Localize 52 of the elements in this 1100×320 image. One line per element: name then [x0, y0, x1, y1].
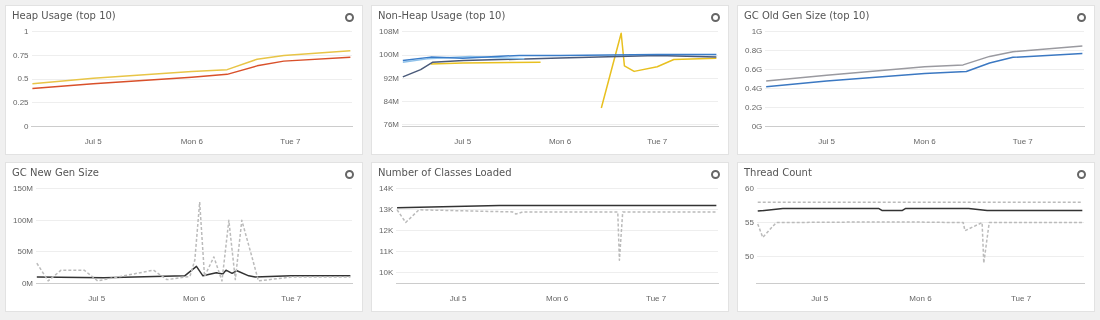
x-tick-label: Mon 6 — [909, 294, 933, 304]
y-tick-label: 55 — [744, 217, 755, 227]
x-tick-label: Tue 7 — [647, 137, 668, 147]
y-tick-label: 11K — [379, 247, 394, 257]
x-tick-label: Jul 5 — [811, 294, 829, 304]
y-tick-label: 0.25 — [12, 97, 30, 107]
y-tick-label: 76M — [383, 120, 400, 130]
chart-title: Number of Classes Loaded — [378, 167, 512, 178]
y-tick-label: 108M — [379, 27, 400, 36]
y-tick-label: 84M — [383, 96, 400, 106]
x-tick-label: Tue 7 — [646, 294, 667, 304]
y-tick-label: 10K — [379, 268, 394, 278]
chart-title: Thread Count — [744, 167, 812, 178]
x-tick-label: Jul 5 — [818, 137, 836, 147]
y-tick-label: 14K — [379, 184, 394, 193]
y-tick-label: 150M — [13, 184, 34, 193]
y-tick-label: 12K — [379, 226, 394, 236]
x-tick-label: Mon 6 — [546, 294, 569, 304]
x-tick-label: Jul 5 — [84, 137, 103, 147]
x-tick-label: Mon 6 — [180, 137, 204, 147]
chart-title: Non-Heap Usage (top 10) — [378, 10, 506, 21]
chart-title: GC Old Gen Size (top 10) — [744, 10, 870, 21]
x-tick-label: Jul 5 — [88, 294, 106, 304]
y-tick-label: 0.2G — [745, 102, 763, 112]
chart-title: Heap Usage (top 10) — [12, 10, 116, 21]
y-tick-label: 60 — [744, 184, 755, 193]
x-tick-label: Tue 7 — [1011, 294, 1032, 304]
y-tick-label: 0 — [24, 121, 30, 131]
y-tick-label: 1 — [24, 27, 30, 36]
x-tick-label: Jul 5 — [454, 137, 472, 147]
y-tick-label: 0M — [21, 278, 34, 288]
y-tick-label: 0.5 — [17, 74, 30, 84]
x-tick-label: Mon 6 — [548, 137, 572, 147]
y-tick-label: 92M — [383, 73, 400, 83]
y-tick-label: 0.8G — [745, 45, 763, 55]
y-tick-label: 1G — [751, 27, 763, 36]
y-tick-label: 0G — [751, 121, 763, 131]
x-tick-label: Jul 5 — [449, 294, 468, 304]
y-tick-label: 50 — [744, 251, 755, 261]
y-tick-label: 100M — [13, 215, 34, 225]
y-tick-label: 50M — [17, 247, 34, 257]
y-tick-label: 0.75 — [12, 50, 30, 60]
x-tick-label: Tue 7 — [1012, 137, 1034, 147]
x-tick-label: Tue 7 — [280, 137, 301, 147]
y-tick-label: 13K — [379, 205, 394, 215]
chart-title: GC New Gen Size — [12, 167, 99, 178]
x-tick-label: Tue 7 — [281, 294, 302, 304]
y-tick-label: 0.6G — [745, 64, 763, 74]
y-tick-label: 0.4G — [745, 83, 763, 93]
x-tick-label: Mon 6 — [182, 294, 206, 304]
x-tick-label: Mon 6 — [913, 137, 937, 147]
y-tick-label: 100M — [379, 50, 400, 60]
